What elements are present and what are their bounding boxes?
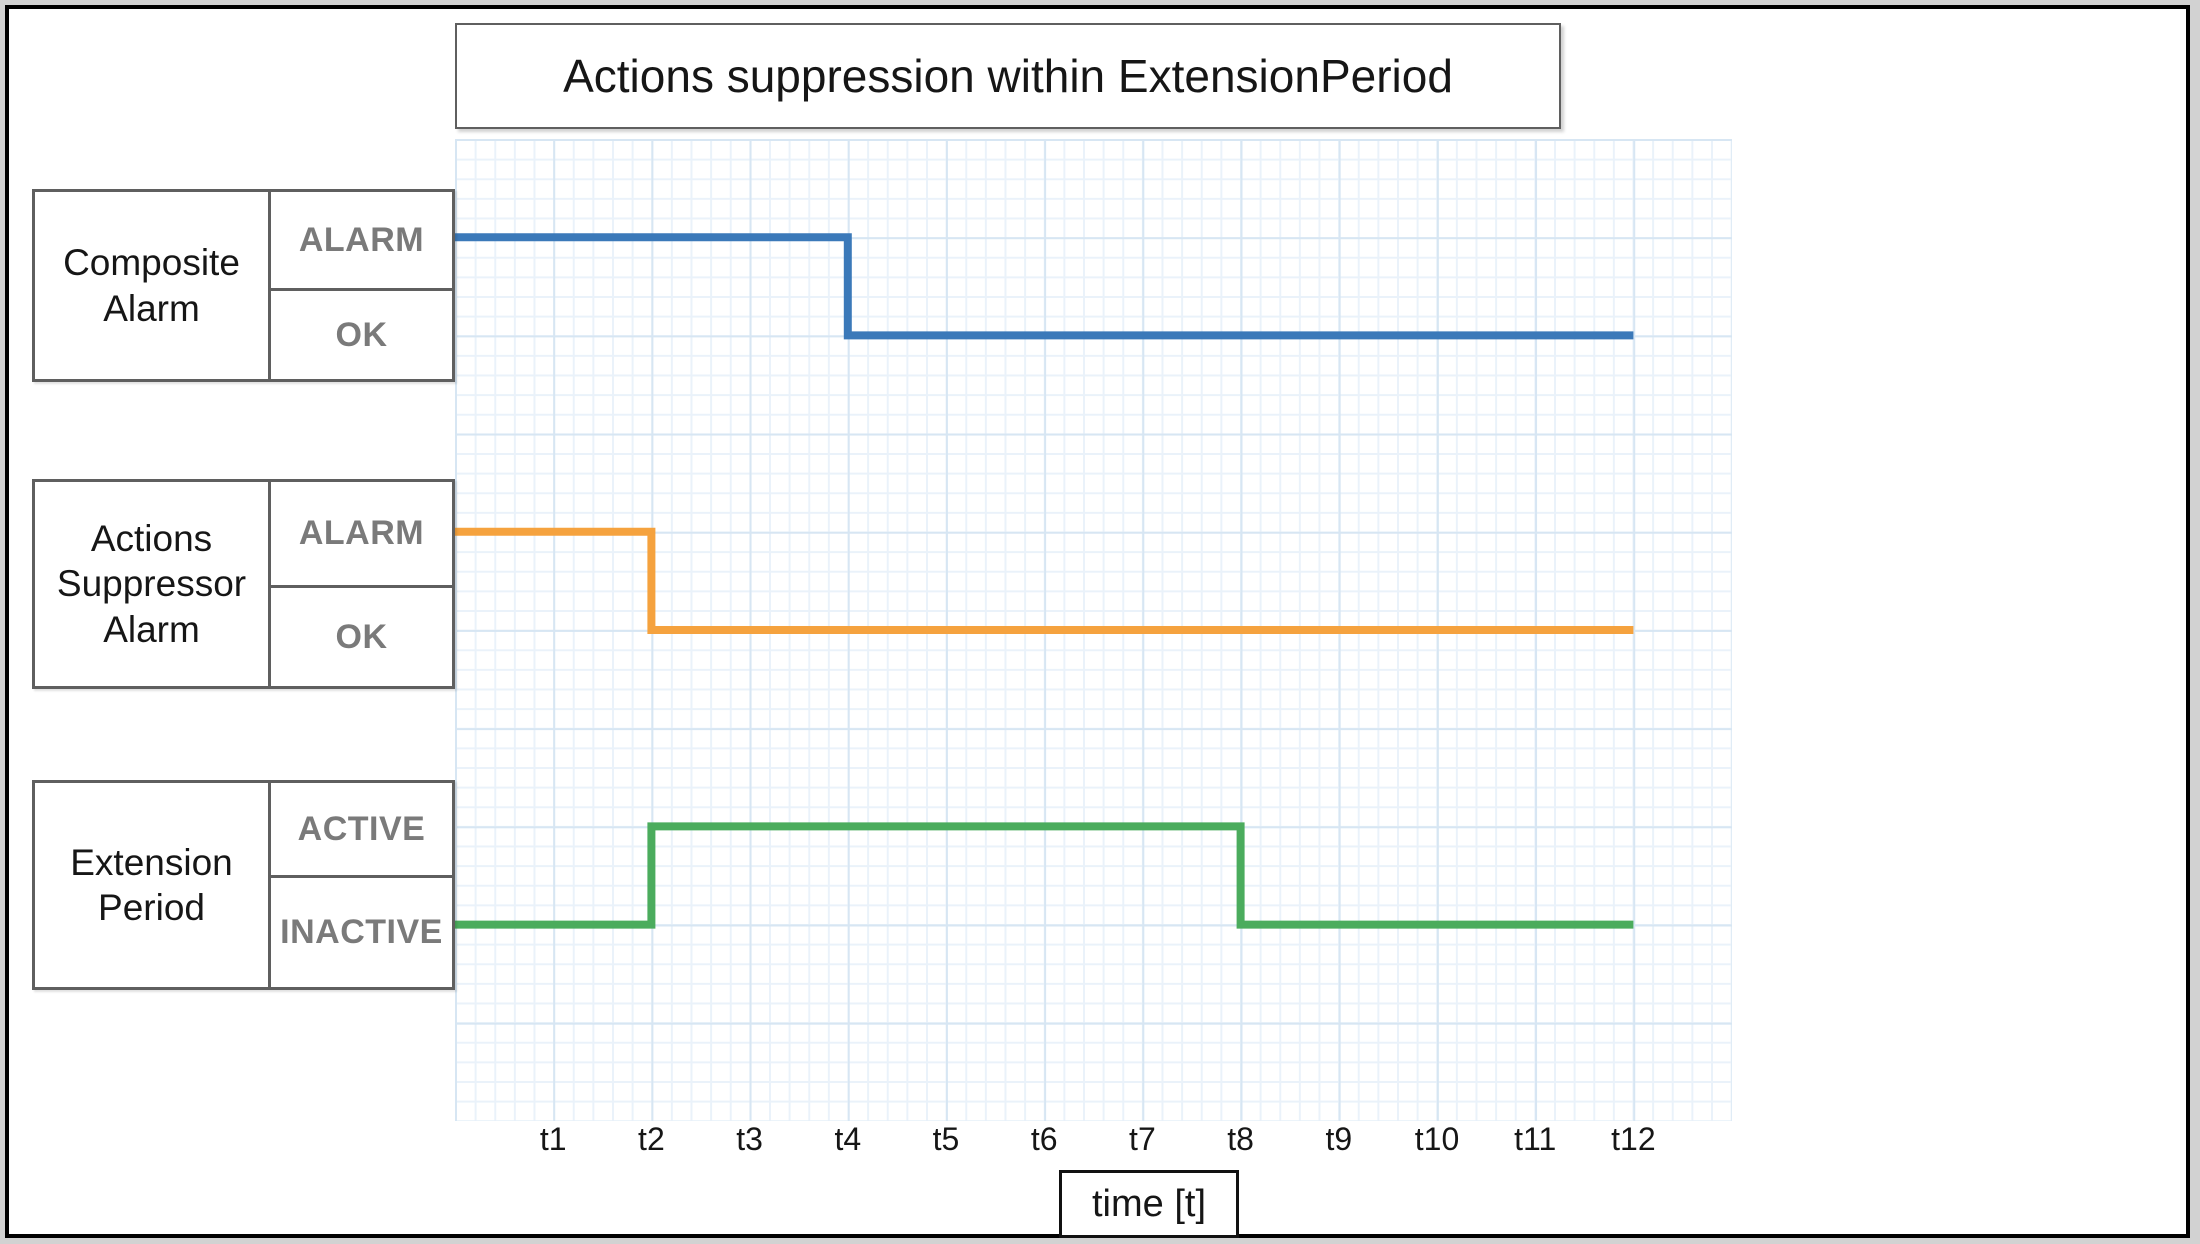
page-frame: Actions suppression within ExtensionPeri… <box>5 5 2190 1238</box>
signal-name-label: Composite Alarm <box>35 192 271 379</box>
signal-name-label: Actions Suppressor Alarm <box>35 482 271 686</box>
composite-alarm-line <box>455 233 1634 340</box>
timing-grid <box>455 139 1732 1121</box>
actions-suppressor-alarm-line <box>455 527 1634 634</box>
tick-label-t10: t10 <box>1414 1121 1460 1157</box>
tick-label-t8: t8 <box>1227 1121 1254 1157</box>
tick-label-t2: t2 <box>638 1121 665 1157</box>
signal-chart <box>455 233 1634 929</box>
diagram-title: Actions suppression within ExtensionPeri… <box>455 23 1561 129</box>
signal-states: ALARM OK <box>271 192 452 379</box>
tick-label-t11: t11 <box>1514 1121 1557 1157</box>
state-label-inactive: INACTIVE <box>280 913 443 951</box>
signal-states: ACTIVE INACTIVE <box>271 783 452 987</box>
x-axis-title: time [t] <box>1059 1170 1239 1238</box>
legend-extension-period: Extension Period ACTIVE INACTIVE <box>32 780 455 990</box>
tick-label-t6: t6 <box>1030 1121 1058 1157</box>
state-label-alarm: ALARM <box>271 192 452 291</box>
tick-label-t7: t7 <box>1129 1121 1156 1157</box>
extension-period-line <box>455 822 1634 929</box>
tick-label-t3: t3 <box>736 1121 763 1157</box>
tick-label-t1: t1 <box>539 1121 567 1157</box>
state-label-active: ACTIVE <box>271 783 452 878</box>
state-label-ok: OK <box>335 315 388 354</box>
legend-composite-alarm: Composite Alarm ALARM OK <box>32 189 455 382</box>
signal-name-label: Extension Period <box>35 783 271 987</box>
tick-label-t9: t9 <box>1325 1121 1353 1157</box>
signal-states: ALARM OK <box>271 482 452 686</box>
x-axis-tick-labels: t1 t2 t3 t4 t5 t6 t7 t8 t9 t10 t11 t12 <box>455 1121 1732 1163</box>
state-label-ok: OK <box>335 617 388 656</box>
tick-label-t5: t5 <box>932 1121 960 1157</box>
tick-label-t12: t12 <box>1611 1121 1656 1157</box>
state-label-alarm: ALARM <box>271 482 452 588</box>
legend-actions-suppressor-alarm: Actions Suppressor Alarm ALARM OK <box>32 479 455 689</box>
tick-label-t4: t4 <box>834 1121 862 1157</box>
